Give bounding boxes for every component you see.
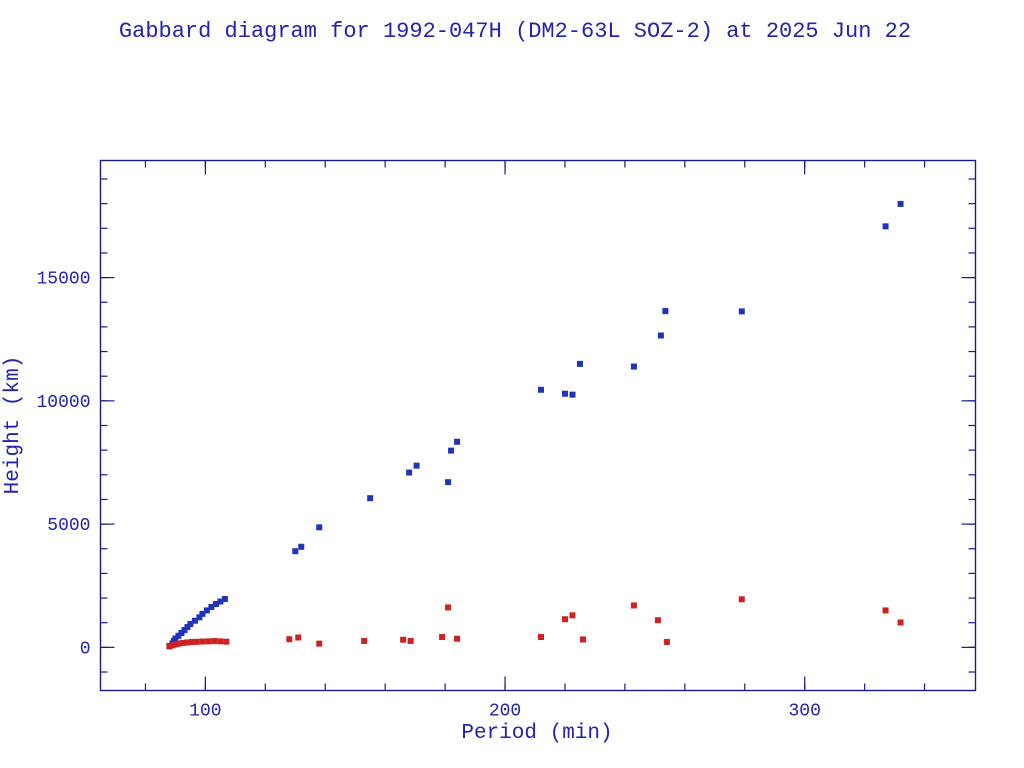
perigee-point — [286, 636, 293, 643]
apogee-point — [221, 596, 228, 603]
perigee-point — [205, 638, 212, 645]
apogee-point — [203, 607, 210, 614]
apogee-point — [406, 469, 413, 476]
apogee-point — [630, 363, 637, 370]
apogee-point — [187, 620, 194, 627]
perigee-point — [400, 636, 407, 643]
perigee-point — [407, 637, 414, 644]
plot-area: 100 200 300 0 5000 10000 15000 — [36, 159, 977, 722]
apogee-point — [897, 200, 904, 207]
perigee-point — [223, 638, 230, 645]
apogee-point — [292, 548, 299, 555]
perigee-point — [439, 634, 446, 641]
apogee-point — [576, 360, 583, 367]
perigee-point — [537, 634, 544, 641]
perigee-point — [897, 619, 904, 626]
perigee-point — [361, 637, 368, 644]
perigee-point — [738, 596, 745, 603]
perigee-point — [211, 638, 218, 645]
perigee-point — [193, 638, 200, 645]
apogee-point — [537, 386, 544, 393]
x-tick-label: 100 — [189, 702, 221, 722]
apogee-point — [569, 391, 576, 398]
perigee-point — [445, 604, 452, 611]
perigee-point — [569, 612, 576, 619]
apogee-point — [454, 438, 461, 445]
apogee-point — [657, 332, 664, 339]
perigee-point — [454, 635, 461, 642]
perigee-point — [882, 607, 889, 614]
perigee-point — [316, 640, 323, 647]
x-axis-label: Period (min) — [461, 722, 612, 745]
apogee-point — [738, 308, 745, 315]
apogee-point — [662, 308, 669, 315]
perigee-point — [217, 638, 224, 645]
apogee-point — [413, 462, 420, 469]
y-tick-label: 10000 — [36, 393, 90, 413]
y-tick-label: 5000 — [47, 516, 90, 536]
y-axis-label: Height (km) — [2, 356, 25, 495]
y-tick-label: 0 — [80, 639, 91, 659]
apogee-point — [448, 447, 455, 454]
apogee-point — [199, 610, 206, 617]
apogee-point — [298, 543, 305, 550]
perigee-point — [663, 638, 670, 645]
perigee-point — [579, 636, 586, 643]
perigee-point — [561, 616, 568, 623]
perigee-point — [654, 617, 661, 624]
perigee-point — [630, 602, 637, 609]
perigee-point — [295, 634, 302, 641]
apogee-point — [882, 223, 889, 230]
plot-frame — [99, 159, 977, 692]
apogee-point — [561, 390, 568, 397]
perigee-point — [199, 638, 206, 645]
apogee-point — [316, 524, 323, 531]
chart-title: Gabbard diagram for 1992-047H (DM2-63L S… — [119, 19, 911, 44]
x-tick-label: 300 — [788, 702, 820, 722]
apogee-point — [191, 617, 198, 624]
apogee-point — [367, 495, 374, 502]
y-tick-label: 15000 — [36, 270, 90, 290]
apogee-point — [445, 479, 452, 486]
x-tick-label: 200 — [489, 702, 521, 722]
